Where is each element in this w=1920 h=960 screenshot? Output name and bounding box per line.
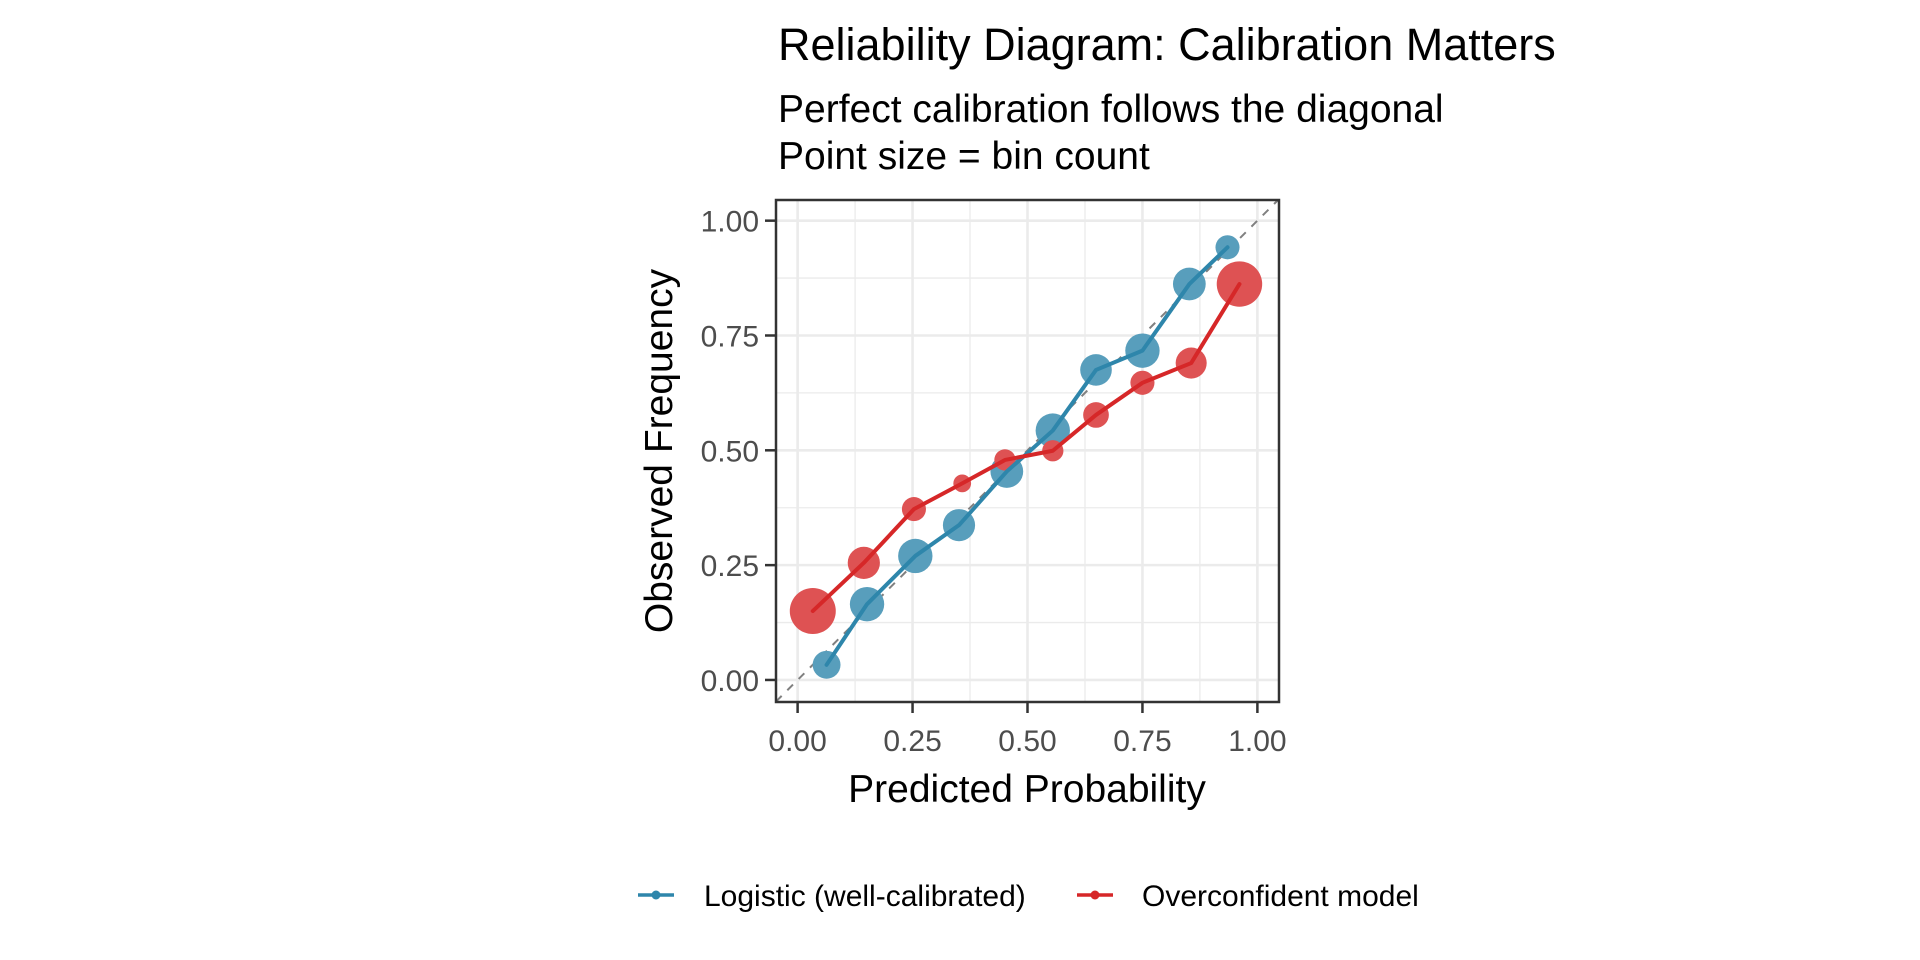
legend-label-overconfident: Overconfident model — [1142, 880, 1419, 913]
legend-key-point-overconfident — [1090, 890, 1100, 900]
y-axis: 0.00 0.25 0.50 0.75 1.00 Observed Freque… — [638, 206, 776, 698]
x-axis: 0.00 0.25 0.50 0.75 1.00 Predicted Proba… — [768, 702, 1287, 811]
legend-key-point-logistic — [651, 890, 661, 900]
x-tick-label: 0.00 — [768, 725, 826, 758]
legend: Logistic (well-calibrated) Overconfident… — [638, 880, 1419, 913]
y-tick-label: 0.00 — [701, 665, 759, 698]
chart-subtitle-line-1: Perfect calibration follows the diagonal — [778, 88, 1444, 131]
x-tick-label: 0.75 — [1113, 725, 1171, 758]
y-tick-label: 1.00 — [701, 206, 759, 239]
y-tick-label: 0.25 — [701, 550, 759, 583]
series-line-0 — [824, 245, 1230, 667]
x-axis-title: Predicted Probability — [848, 768, 1206, 811]
chart-title: Reliability Diagram: Calibration Matters — [778, 19, 1556, 70]
x-tick-label: 0.50 — [998, 725, 1056, 758]
series-line-1 — [810, 282, 1242, 614]
y-axis-title: Observed Frequency — [638, 268, 681, 633]
x-tick-label: 1.00 — [1228, 725, 1286, 758]
x-tick-label: 0.25 — [883, 725, 941, 758]
y-tick-label: 0.75 — [701, 320, 759, 353]
legend-item-overconfident[interactable]: Overconfident model — [1077, 880, 1419, 913]
legend-item-logistic[interactable]: Logistic (well-calibrated) — [638, 880, 1026, 913]
chart-subtitle-line-2: Point size = bin count — [778, 135, 1150, 178]
y-tick-label: 0.50 — [701, 435, 759, 468]
plot-panel — [774, 198, 1281, 704]
legend-label-logistic: Logistic (well-calibrated) — [704, 880, 1026, 913]
series-layer — [789, 235, 1263, 679]
